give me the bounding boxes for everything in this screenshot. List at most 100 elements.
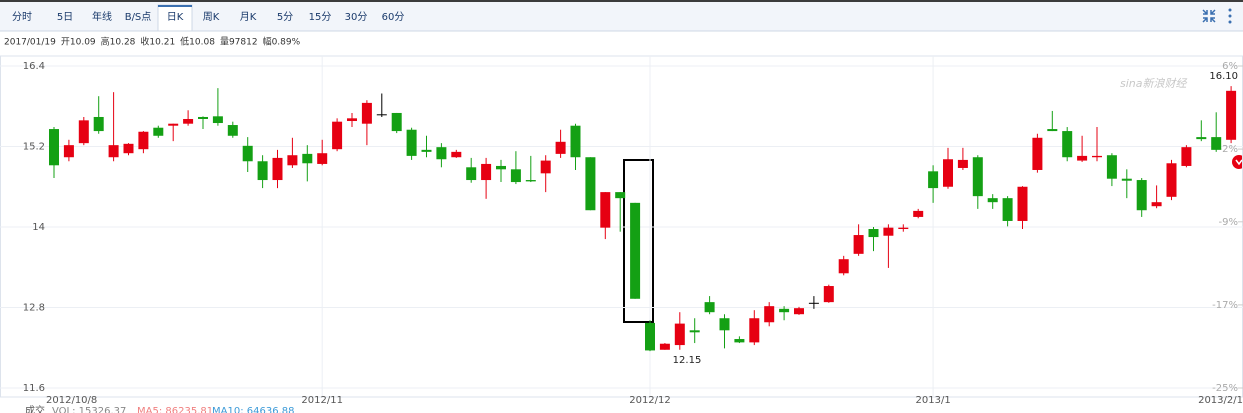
candle-body [376,114,387,116]
candle-body [272,157,283,181]
candle-body [138,131,149,150]
candle-body [496,165,506,170]
volume-legend: 成交 [25,404,45,413]
candle-body [913,210,924,217]
info-item: 高10.28 [101,36,136,48]
candle-body [242,145,253,162]
toolbar-tab[interactable]: 15分 [309,11,332,23]
candle-body [540,160,551,174]
candle-body [436,147,447,160]
toolbar-tab[interactable]: 5分 [277,11,293,23]
high-label: 16.10 [1209,71,1238,82]
candle-body [898,227,909,230]
y-tick-label: 15.2 [23,142,45,153]
candle-body [1077,155,1088,161]
candle-body [1181,147,1192,166]
toolbar [0,2,1243,31]
fullscreen-icon[interactable] [1202,9,1216,23]
toolbar-tab[interactable]: 年线 [92,10,112,23]
candle-body [659,343,670,350]
candle-body [674,323,685,346]
candle-body [615,192,626,199]
candle-body [510,169,521,183]
watermark: sina新浪财经 [1120,77,1187,90]
candle-body [391,112,402,132]
candle-body [1121,178,1132,181]
candle-body [198,116,208,119]
candle-body [838,259,849,274]
toolbar-tab[interactable]: 分时 [12,11,32,23]
candle-body [823,286,834,303]
y-tick-label: 12.8 [23,303,45,314]
candle-body [466,167,477,181]
candle-body [257,161,268,181]
y2-tick-label: 6% [1222,61,1238,72]
candle-body [1002,198,1013,221]
candle-body [749,318,760,343]
candle-body [361,102,372,124]
candle-body [153,127,164,136]
candle-body [868,229,879,238]
candle-body [957,159,968,168]
info-item: 收10.21 [140,36,175,48]
highlight-box [623,159,654,323]
toolbar-tab[interactable]: 60分 [382,11,405,23]
candle-body [779,308,790,313]
candle-body [63,145,74,158]
candle-body [645,322,655,351]
candle-body [1136,180,1147,211]
menu-icon[interactable] [1228,8,1232,24]
y2-tick-label: -2% [1219,144,1238,155]
candle-body [1047,129,1058,132]
candle-body [928,171,939,189]
candle-body [734,339,745,343]
candle-body [451,151,462,158]
x-tick-label: 2012/11 [301,395,343,406]
candle-body [93,116,104,132]
x-tick-label: 2012/12 [629,395,671,406]
candle-body [943,159,953,187]
toolbar-tab[interactable]: 周K [203,11,220,23]
candle-body [168,123,179,126]
candle-body [600,192,611,228]
tab-selected-bg [157,4,193,32]
toolbar-icons[interactable] [1202,8,1232,24]
y2-tick-label: -17% [1212,300,1238,311]
toolbar-tab[interactable]: 30分 [345,11,368,23]
candle-body [78,120,89,144]
y2-tick-label: -9% [1219,217,1238,228]
candle-body [1092,155,1102,158]
candle-body [481,163,492,181]
candle-body [555,141,566,154]
volume-legend: MA5: 86235.81 [137,406,213,413]
candle-body [972,157,983,197]
candle-body [525,180,536,182]
toolbar-tab[interactable]: 月K [240,11,257,23]
candle-body [1226,90,1237,140]
toolbar-tab[interactable]: B/S点 [125,11,152,23]
candle-body [183,118,194,124]
volume-legend: MA10: 64636.88 [212,406,294,413]
candle-body [689,330,700,333]
y-tick-label: 16.4 [23,61,45,72]
candle-body [332,121,343,150]
candle-body [227,125,238,136]
candle-body [1196,137,1207,140]
toolbar-tab[interactable]: 5日 [57,12,73,23]
x-tick-label: 2012/10/8 [46,395,97,406]
candle-body [1151,202,1162,207]
candle-body [49,129,59,166]
candle-body [317,153,328,164]
candle-body [853,235,864,254]
candle-body [585,157,596,211]
candle-body [570,125,581,158]
candle-body [794,308,804,315]
candle-body [108,145,119,158]
toolbar-tab[interactable]: 日K [167,12,184,23]
candle-body [421,149,432,152]
y-tick-label: 11.6 [23,383,45,394]
candle-body [1017,186,1028,221]
tab-selected-top [158,5,192,7]
